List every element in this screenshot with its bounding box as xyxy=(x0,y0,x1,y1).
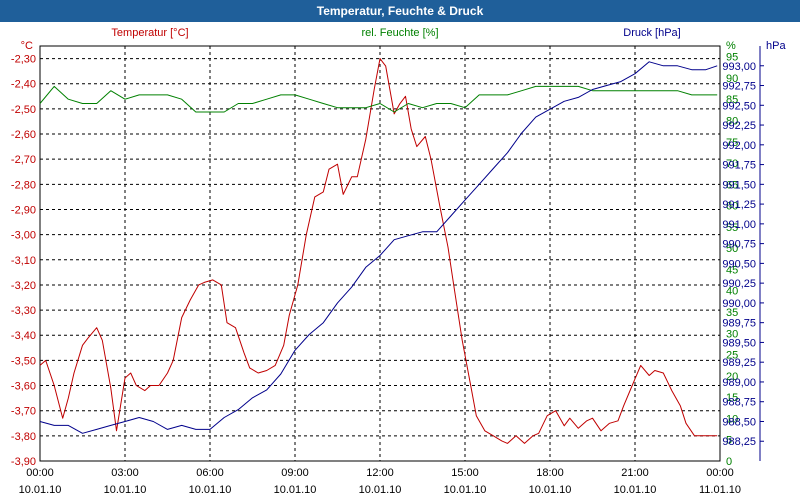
pressure-tick-label: 988,25 xyxy=(722,436,756,448)
chart-title: Temperatur, Feuchte & Druck xyxy=(0,0,800,22)
series-group xyxy=(39,58,718,444)
humidity-tick-label: 90 xyxy=(726,73,738,85)
pressure-ticks: 993,00 992,75 992,50 992,25 992,00 991,75 991,… xyxy=(722,61,764,448)
humidity-tick-label: 55 xyxy=(726,222,738,234)
pressure-tick-label: 989,00 xyxy=(722,377,756,389)
x-tick-time: 00:00 xyxy=(706,467,734,479)
pressure-tick-label: 989,50 xyxy=(722,337,756,349)
temperature-tick-label: -3,50 xyxy=(11,355,36,367)
temperature-ticks: -2,30 -2,40 -2,50 -2,60 -2,70 -2,80 -2,90 -3,00… xyxy=(11,54,36,468)
humidity-tick-label: 60 xyxy=(726,201,738,213)
plot-frame xyxy=(39,45,721,462)
pressure-tick-label: 992,50 xyxy=(722,100,756,112)
temperature-tick-label: -2,40 xyxy=(11,79,36,91)
humidity-unit-label: % xyxy=(726,40,736,52)
pressure-tick-label: 991,00 xyxy=(722,219,756,231)
x-tick-date: 10.01.10 xyxy=(19,484,62,496)
humidity-axis-title: rel. Feuchte [%] xyxy=(361,27,438,39)
x-tick-date: 10.01.10 xyxy=(614,484,657,496)
temperature-tick-label: -3,30 xyxy=(11,305,36,317)
x-tick-time: 12:00 xyxy=(366,467,394,479)
humidity-tick-label: 40 xyxy=(726,286,738,298)
pressure-tick-label: 988,50 xyxy=(722,416,756,428)
series-line-humidity xyxy=(39,85,718,113)
temperature-tick-label: -3,10 xyxy=(11,255,36,267)
grid xyxy=(39,46,721,462)
humidity-tick-label: 5 xyxy=(726,435,732,447)
temperature-tick-label: -2,90 xyxy=(11,204,36,216)
humidity-tick-label: 15 xyxy=(726,392,738,404)
x-tick-date: 10.01.10 xyxy=(359,484,402,496)
humidity-tick-label: 0 xyxy=(726,456,732,468)
x-tick-date: 10.01.10 xyxy=(189,484,232,496)
x-tick-date: 10.01.10 xyxy=(529,484,572,496)
pressure-tick-label: 992,75 xyxy=(722,81,756,93)
humidity-tick-label: 50 xyxy=(726,243,738,255)
temperature-tick-label: -3,90 xyxy=(11,456,36,468)
temperature-tick-label: -2,30 xyxy=(11,54,36,66)
temperature-tick-label: -3,00 xyxy=(11,230,36,242)
humidity-tick-label: 30 xyxy=(726,328,738,340)
temperature-tick-label: -2,50 xyxy=(11,104,36,116)
pressure-tick-label: 989,75 xyxy=(722,318,756,330)
humidity-tick-label: 70 xyxy=(726,158,738,170)
pressure-unit-label: hPa xyxy=(766,40,786,52)
temperature-tick-label: -3,20 xyxy=(11,280,36,292)
pressure-tick-label: 990,75 xyxy=(722,239,756,251)
pressure-tick-label: 989,25 xyxy=(722,357,756,369)
x-tick-date: 11.01.10 xyxy=(699,484,741,496)
pressure-tick-label: 992,00 xyxy=(722,140,756,152)
humidity-tick-label: 45 xyxy=(726,264,738,276)
temperature-tick-label: -2,60 xyxy=(11,129,36,141)
humidity-tick-label: 35 xyxy=(726,307,738,319)
humidity-tick-label: 75 xyxy=(726,137,738,149)
x-tick-time: 03:00 xyxy=(111,467,139,479)
humidity-tick-label: 20 xyxy=(726,371,738,383)
pressure-tick-label: 993,00 xyxy=(722,61,756,73)
x-tick-time: 00:00 xyxy=(26,467,54,479)
pressure-tick-label: 990,00 xyxy=(722,298,756,310)
series-line-pressure xyxy=(39,61,718,434)
pressure-tick-label: 992,25 xyxy=(722,120,756,132)
temperature-tick-label: -3,80 xyxy=(11,431,36,443)
humidity-tick-label: 25 xyxy=(726,350,738,362)
chart-area: °C % hPa Temperatur [°C] rel. Feuchte [%… xyxy=(11,27,787,496)
x-tick-date: 10.01.10 xyxy=(104,484,147,496)
pressure-tick-label: 991,75 xyxy=(722,160,756,172)
temperature-unit-label: °C xyxy=(21,40,33,52)
x-tick-date: 10.01.10 xyxy=(444,484,487,496)
x-tick-time: 18:00 xyxy=(536,467,564,479)
x-tick-time: 21:00 xyxy=(621,467,649,479)
humidity-tick-label: 65 xyxy=(726,179,738,191)
x-tick-date: 10.01.10 xyxy=(274,484,317,496)
pressure-tick-label: 988,75 xyxy=(722,397,756,409)
pressure-tick-label: 990,50 xyxy=(722,258,756,270)
x-tick-time: 09:00 xyxy=(281,467,309,479)
humidity-tick-label: 10 xyxy=(726,413,738,425)
x-tick-time: 06:00 xyxy=(196,467,224,479)
humidity-tick-label: 80 xyxy=(726,115,738,127)
temperature-tick-label: -2,70 xyxy=(11,154,36,166)
pressure-tick-label: 991,50 xyxy=(722,179,756,191)
series-line-temperature xyxy=(39,58,718,444)
temperature-tick-label: -3,70 xyxy=(11,406,36,418)
temperature-tick-label: -3,40 xyxy=(11,330,36,342)
pressure-tick-label: 990,25 xyxy=(722,278,756,290)
temperature-tick-label: -3,60 xyxy=(11,381,36,393)
temperature-tick-label: -2,80 xyxy=(11,179,36,191)
pressure-tick-label: 991,25 xyxy=(722,199,756,211)
x-ticks: 00:00 10.01.10 03:00 10.01.10 06:00 10.01.10 0… xyxy=(19,467,741,496)
temperature-axis-title: Temperatur [°C] xyxy=(111,27,188,39)
humidity-tick-label: 95 xyxy=(726,52,738,64)
pressure-axis-title: Druck [hPa] xyxy=(623,27,680,39)
humidity-tick-label: 85 xyxy=(726,94,738,106)
x-tick-time: 15:00 xyxy=(451,467,479,479)
